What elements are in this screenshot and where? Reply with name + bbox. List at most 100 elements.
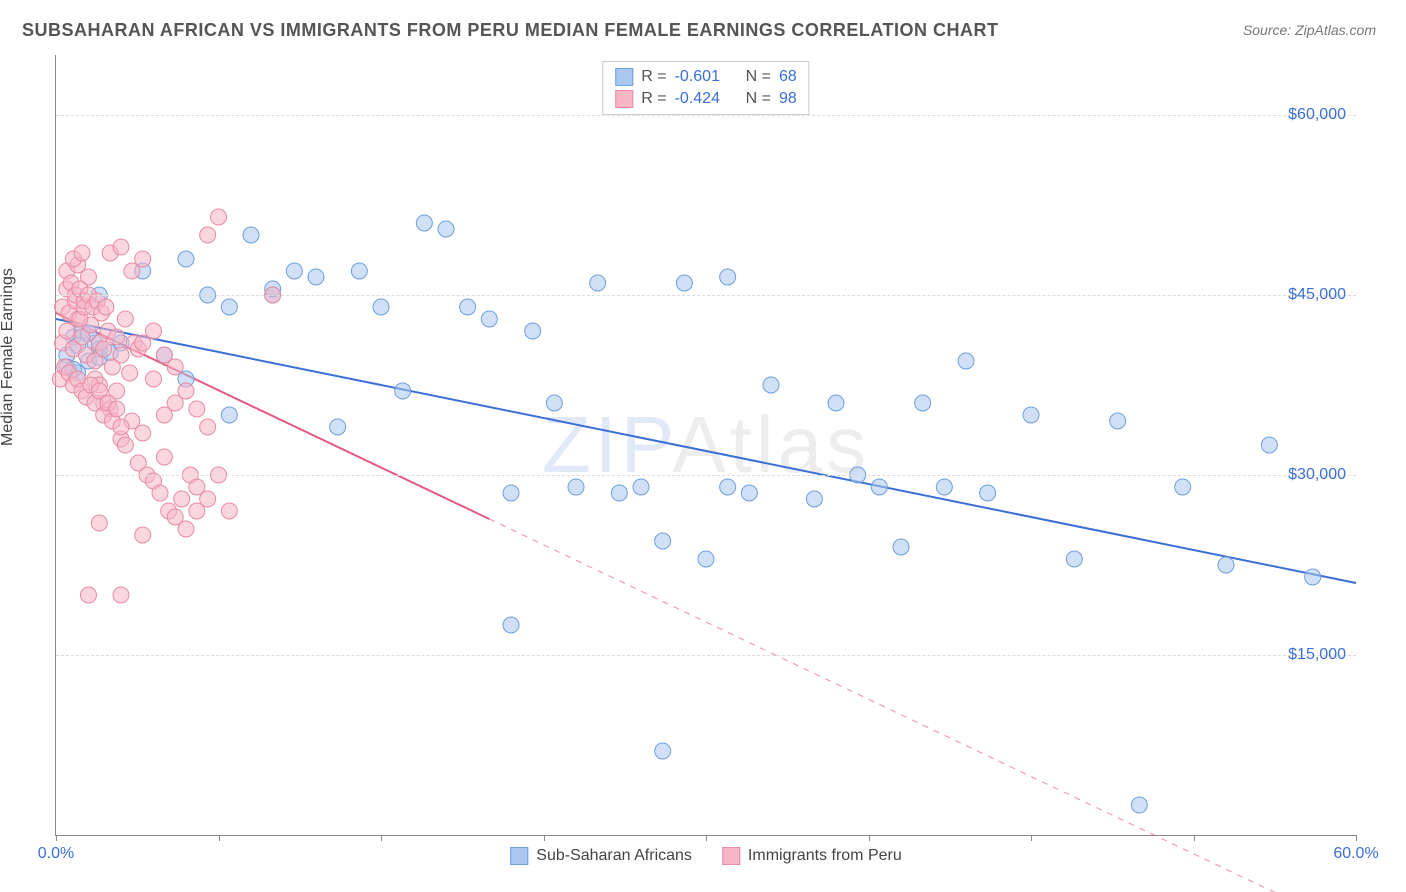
data-point (893, 539, 909, 555)
r-label: R = (641, 68, 666, 86)
y-tick-label: $60,000 (1288, 106, 1346, 124)
data-point (980, 485, 996, 501)
data-point (1305, 569, 1321, 585)
y-tick-label: $30,000 (1288, 466, 1346, 484)
y-tick-label: $45,000 (1288, 286, 1346, 304)
data-point (200, 227, 216, 243)
data-point (590, 275, 606, 291)
data-point (91, 515, 107, 531)
data-point (211, 209, 227, 225)
data-point (1131, 797, 1147, 813)
data-point (416, 215, 432, 231)
data-point (200, 491, 216, 507)
data-point (958, 353, 974, 369)
legend-row-pink: R = -0.424 N = 98 (615, 88, 796, 110)
r-value-blue: -0.601 (675, 68, 730, 86)
data-point (806, 491, 822, 507)
y-axis-label: Median Female Earnings (0, 268, 17, 446)
gridline (56, 295, 1356, 296)
x-tick (219, 835, 220, 841)
data-point (174, 491, 190, 507)
n-label: N = (746, 90, 771, 108)
x-tick-label: 0.0% (38, 845, 74, 863)
data-point (81, 587, 97, 603)
swatch-icon (615, 90, 633, 108)
gridline (56, 115, 1356, 116)
data-point (135, 425, 151, 441)
x-tick-label: 60.0% (1333, 845, 1378, 863)
data-point (330, 419, 346, 435)
data-point (1261, 437, 1277, 453)
n-value-blue: 68 (779, 68, 797, 86)
data-point (109, 401, 125, 417)
series-label-pink: Immigrants from Peru (748, 847, 902, 865)
data-point (152, 485, 168, 501)
data-point (117, 437, 133, 453)
swatch-icon (722, 847, 740, 865)
data-point (503, 617, 519, 633)
data-point (178, 383, 194, 399)
legend-item-blue: Sub-Saharan Africans (510, 847, 692, 865)
scatter-points-layer (56, 55, 1356, 835)
chart-title: SUBSAHARAN AFRICAN VS IMMIGRANTS FROM PE… (22, 20, 999, 41)
data-point (546, 395, 562, 411)
x-tick (1194, 835, 1195, 841)
data-point (481, 311, 497, 327)
data-point (167, 359, 183, 375)
r-label: R = (641, 90, 666, 108)
data-point (135, 251, 151, 267)
data-point (611, 485, 627, 501)
source-attribution: Source: ZipAtlas.com (1243, 22, 1376, 38)
data-point (221, 299, 237, 315)
data-point (915, 395, 931, 411)
data-point (936, 479, 952, 495)
legend-row-blue: R = -0.601 N = 68 (615, 66, 796, 88)
data-point (146, 371, 162, 387)
x-tick (869, 835, 870, 841)
y-tick-label: $15,000 (1288, 646, 1346, 664)
data-point (135, 527, 151, 543)
data-point (113, 587, 129, 603)
correlation-legend: R = -0.601 N = 68 R = -0.424 N = 98 (602, 61, 809, 115)
r-value-pink: -0.424 (675, 90, 730, 108)
data-point (189, 401, 205, 417)
data-point (1110, 413, 1126, 429)
data-point (98, 299, 114, 315)
data-point (221, 407, 237, 423)
data-point (503, 485, 519, 501)
data-point (1175, 479, 1191, 495)
gridline (56, 475, 1356, 476)
x-tick (1031, 835, 1032, 841)
data-point (156, 449, 172, 465)
data-point (1066, 551, 1082, 567)
data-point (1023, 407, 1039, 423)
data-point (698, 551, 714, 567)
data-point (122, 365, 138, 381)
data-point (655, 743, 671, 759)
data-point (200, 419, 216, 435)
data-point (113, 239, 129, 255)
data-point (373, 299, 389, 315)
x-tick (56, 835, 57, 841)
data-point (676, 275, 692, 291)
data-point (113, 419, 129, 435)
data-point (633, 479, 649, 495)
data-point (178, 521, 194, 537)
data-point (438, 221, 454, 237)
chart-container: SUBSAHARAN AFRICAN VS IMMIGRANTS FROM PE… (0, 0, 1406, 892)
x-tick (381, 835, 382, 841)
data-point (460, 299, 476, 315)
data-point (871, 479, 887, 495)
x-tick (1356, 835, 1357, 841)
data-point (146, 323, 162, 339)
n-label: N = (746, 68, 771, 86)
source-prefix: Source: (1243, 22, 1295, 38)
source-name: ZipAtlas.com (1295, 22, 1376, 38)
data-point (1218, 557, 1234, 573)
data-point (351, 263, 367, 279)
plot-area: ZIPAtlas R = -0.601 N = 68 R = -0.424 N … (55, 55, 1356, 836)
data-point (308, 269, 324, 285)
data-point (525, 323, 541, 339)
data-point (720, 269, 736, 285)
data-point (741, 485, 757, 501)
